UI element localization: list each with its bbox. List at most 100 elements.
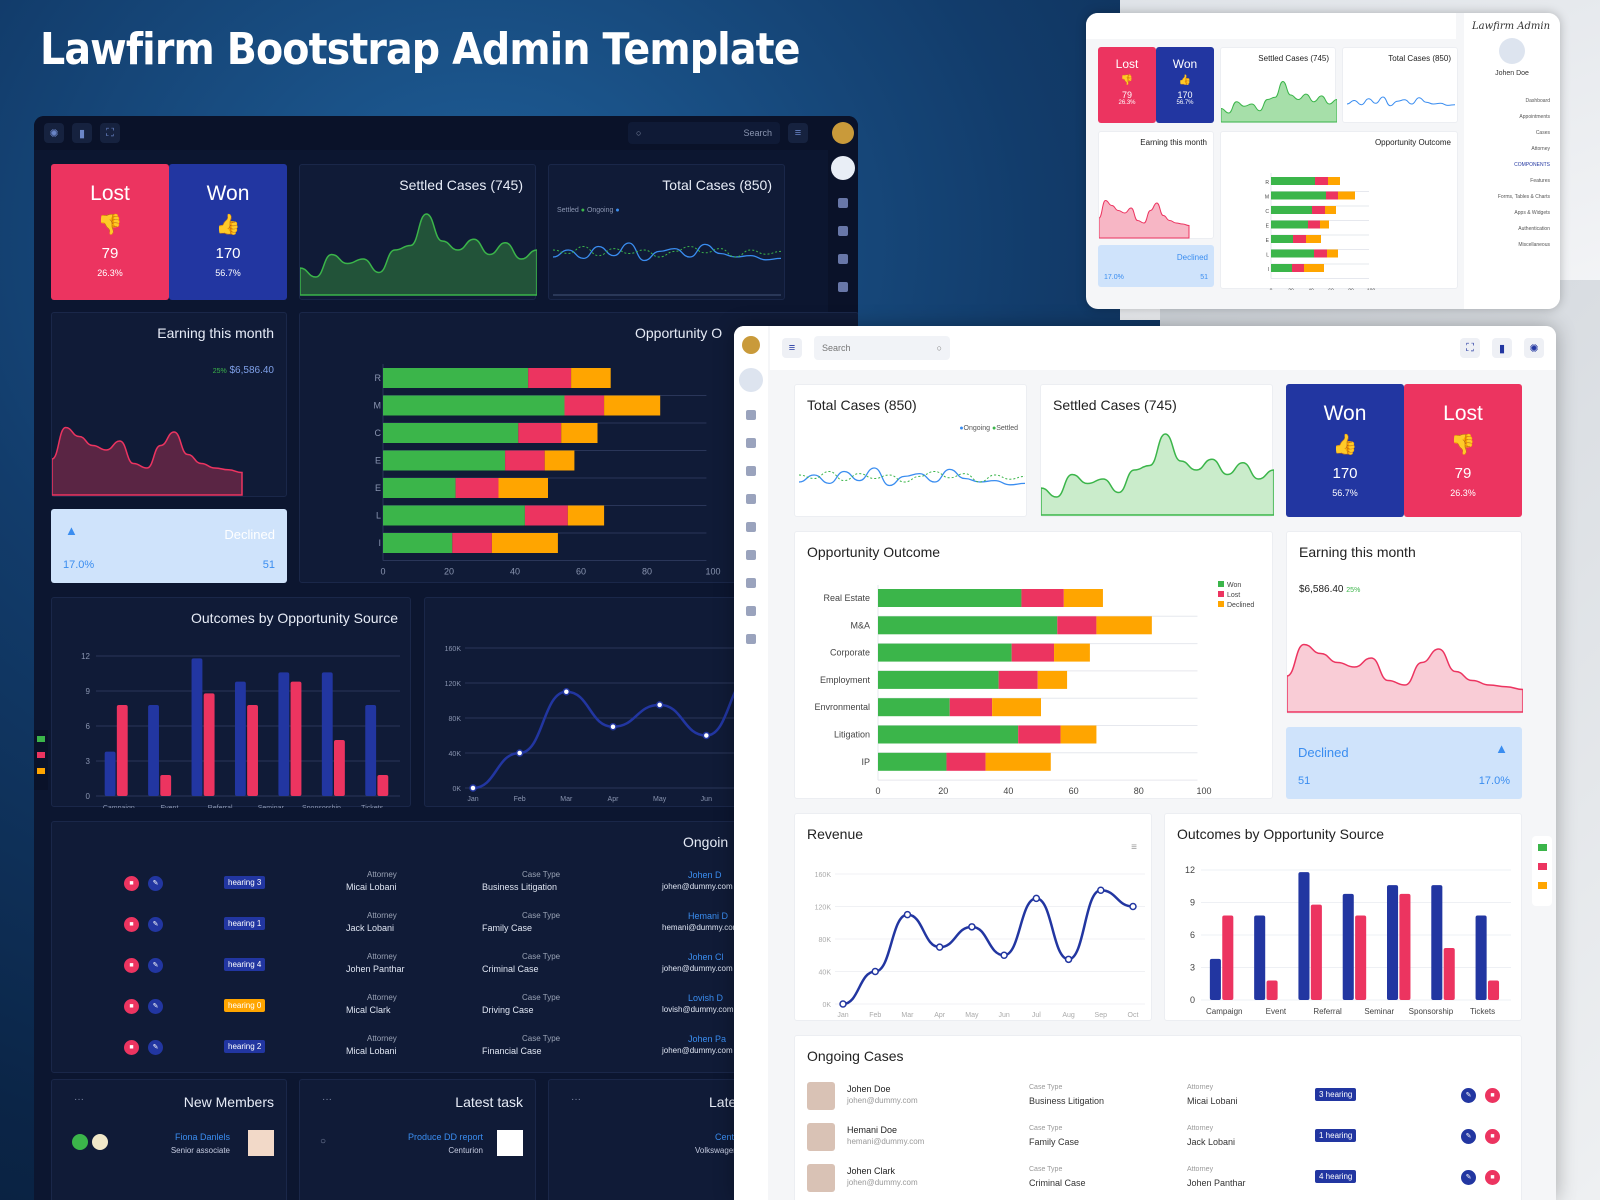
expand-icon[interactable] [746, 438, 756, 448]
client-name[interactable]: Hemani Doe [847, 1125, 898, 1135]
library-icon[interactable] [746, 522, 756, 532]
box-icon[interactable] [746, 550, 756, 560]
call-icon[interactable] [92, 1134, 108, 1150]
mini-menu-item[interactable]: Forms, Tables & Charts [1497, 194, 1550, 200]
mini-menu-item[interactable]: Appointments [1519, 114, 1550, 120]
bar-won [878, 589, 1022, 607]
file-icon[interactable]: ▮ [1492, 338, 1512, 358]
gavel-icon[interactable] [838, 282, 848, 292]
menu-icon[interactable]: ≡ [782, 338, 802, 358]
hearing-badge: hearing 3 [224, 876, 266, 889]
user-icon[interactable] [838, 254, 848, 264]
fullscreen-icon[interactable]: ⛶ [1460, 338, 1480, 358]
x-tick-label: 100 [1367, 289, 1376, 291]
checkbox-icon[interactable]: ○ [320, 1136, 327, 1147]
file-icon[interactable]: ▮ [72, 123, 92, 143]
client-email: hemani@dummy.com [847, 1137, 925, 1146]
menu-icon[interactable]: ≡ [788, 123, 808, 143]
y-tick-label: L [1266, 253, 1269, 259]
mini-menu-item[interactable]: Apps & Widgets [1514, 210, 1550, 216]
bar-won [383, 505, 525, 526]
dark-search-input[interactable]: ○ Search [628, 122, 780, 144]
rocket-icon[interactable] [746, 578, 756, 588]
case-type: Criminal Case [1029, 1178, 1086, 1188]
more-icon[interactable]: ··· [322, 1094, 332, 1105]
dashboard-icon[interactable] [746, 410, 756, 420]
delete-icon[interactable]: ■ [1485, 1129, 1500, 1144]
delete-icon[interactable]: ■ [1485, 1088, 1500, 1103]
y-tick-label: Corporate [830, 648, 870, 658]
mini-menu-item[interactable]: Attorney [1531, 146, 1550, 152]
user-icon[interactable] [746, 466, 756, 476]
settings-icon[interactable]: ✺ [1524, 338, 1544, 358]
mini-menu-item[interactable]: Dashboard [1525, 98, 1550, 104]
bar-won [1271, 206, 1312, 214]
expand-icon[interactable] [838, 226, 848, 236]
settings-icon[interactable]: ✺ [44, 123, 64, 143]
edit-icon[interactable]: ✎ [148, 1040, 163, 1055]
warning-icon[interactable] [746, 634, 756, 644]
y-tick-label: 6 [1190, 930, 1195, 940]
y-tick-label: IP [861, 757, 870, 767]
table-row: ■ ✎ hearing 1 Attorney Jack Lobani Case … [52, 905, 858, 945]
client-name[interactable]: Johen D [688, 870, 722, 880]
money-icon[interactable] [1537, 844, 1547, 851]
client-avatar [807, 1082, 835, 1110]
edit-icon[interactable]: ✎ [148, 999, 163, 1014]
bar-lost [1292, 264, 1304, 272]
bar-red [1443, 948, 1455, 1000]
delete-icon[interactable]: ■ [1485, 1170, 1500, 1185]
x-tick-label: Campaign [1206, 1007, 1242, 1016]
bar-red [377, 775, 389, 796]
attorney-name: Johen Panthar [1187, 1178, 1246, 1188]
avatar[interactable] [831, 156, 855, 180]
client-name[interactable]: Johen Pa [688, 1034, 727, 1044]
gavel-icon[interactable] [746, 494, 756, 504]
camera-icon[interactable] [1537, 863, 1547, 870]
delete-icon[interactable]: ■ [124, 999, 139, 1014]
dashboard-icon[interactable] [838, 198, 848, 208]
edit-icon[interactable]: ✎ [1461, 1088, 1476, 1103]
edit-icon[interactable]: ✎ [1461, 1129, 1476, 1144]
light-search-input[interactable]: Search ○ [814, 336, 950, 360]
mini-menu-item[interactable]: Authentication [1518, 226, 1550, 232]
bar-lost [505, 450, 545, 471]
y-tick-label: 0 [86, 792, 91, 801]
revenue-point [839, 1000, 847, 1008]
client-name[interactable]: Lovish D [688, 993, 724, 1003]
edit-icon[interactable]: ✎ [148, 917, 163, 932]
avatar[interactable] [739, 368, 763, 392]
chart-menu-icon[interactable]: ≡ [1131, 842, 1137, 853]
x-tick-label: 20 [444, 567, 454, 577]
target-icon[interactable] [746, 606, 756, 616]
folder-icon[interactable] [1537, 882, 1547, 889]
mini-declined-card: Declined 17.0% 51 [1098, 245, 1214, 287]
fullscreen-icon[interactable]: ⛶ [100, 123, 120, 143]
client-name[interactable]: Johen Doe [847, 1084, 891, 1094]
edit-icon[interactable]: ✎ [148, 958, 163, 973]
bar-lost [1021, 589, 1064, 607]
y-tick-label: 40K [819, 970, 832, 977]
delete-icon[interactable]: ■ [124, 1040, 139, 1055]
delete-icon[interactable]: ■ [124, 876, 139, 891]
mini-menu-item[interactable]: Miscellaneous [1518, 242, 1550, 248]
delete-icon[interactable]: ■ [124, 958, 139, 973]
delete-icon[interactable]: ■ [124, 917, 139, 932]
money-icon[interactable] [37, 736, 45, 742]
folder-icon[interactable] [37, 768, 45, 774]
edit-icon[interactable]: ✎ [1461, 1170, 1476, 1185]
light-ongoing-card: Ongoing Cases Johen Doe johen@dummy.com … [794, 1035, 1522, 1200]
client-name[interactable]: Johen Clark [847, 1166, 896, 1176]
more-icon[interactable]: ··· [74, 1094, 84, 1105]
bar-lost [524, 505, 568, 526]
mini-menu-item[interactable]: COMPONENTS [1514, 162, 1550, 168]
more-icon[interactable]: ··· [571, 1094, 581, 1105]
attorney-label: Attorney [1187, 1084, 1214, 1091]
mini-menu-item[interactable]: Features [1530, 178, 1550, 184]
client-name[interactable]: Hemani D [688, 911, 729, 921]
client-name[interactable]: Johen Cl [688, 952, 724, 962]
mini-menu-item[interactable]: Cases [1535, 130, 1550, 136]
camera-icon[interactable] [37, 752, 45, 758]
edit-icon[interactable]: ✎ [148, 876, 163, 891]
